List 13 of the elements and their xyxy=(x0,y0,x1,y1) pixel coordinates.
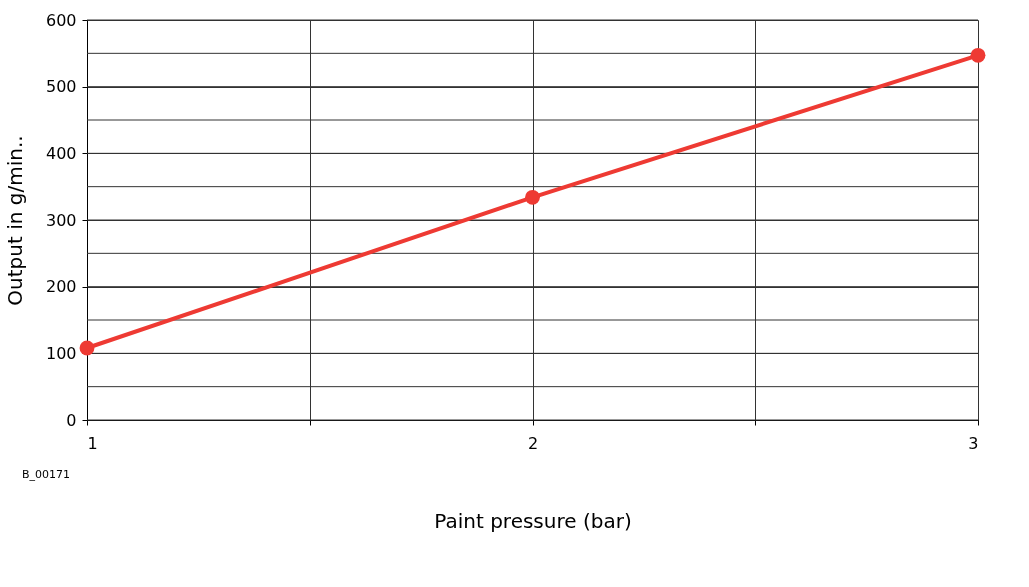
text: B_00171 xyxy=(22,468,71,481)
x-axis-title: Paint pressure (bar) xyxy=(434,508,632,533)
y-axis-title: Output in g/min.. xyxy=(2,135,27,306)
x-tick-label: 1 xyxy=(87,433,98,453)
y-tick-label: 300 xyxy=(45,210,77,230)
y-tick-label: 100 xyxy=(45,343,77,363)
x-tick-label: 3 xyxy=(968,433,979,453)
y-tick-label: 600 xyxy=(45,10,77,30)
y-tick-label: 400 xyxy=(45,143,77,163)
x-tick-label: 2 xyxy=(527,433,539,453)
y-tick-label: 500 xyxy=(45,77,77,97)
y-tick-label: 200 xyxy=(45,277,77,297)
y-tick-label: 0 xyxy=(66,410,77,430)
